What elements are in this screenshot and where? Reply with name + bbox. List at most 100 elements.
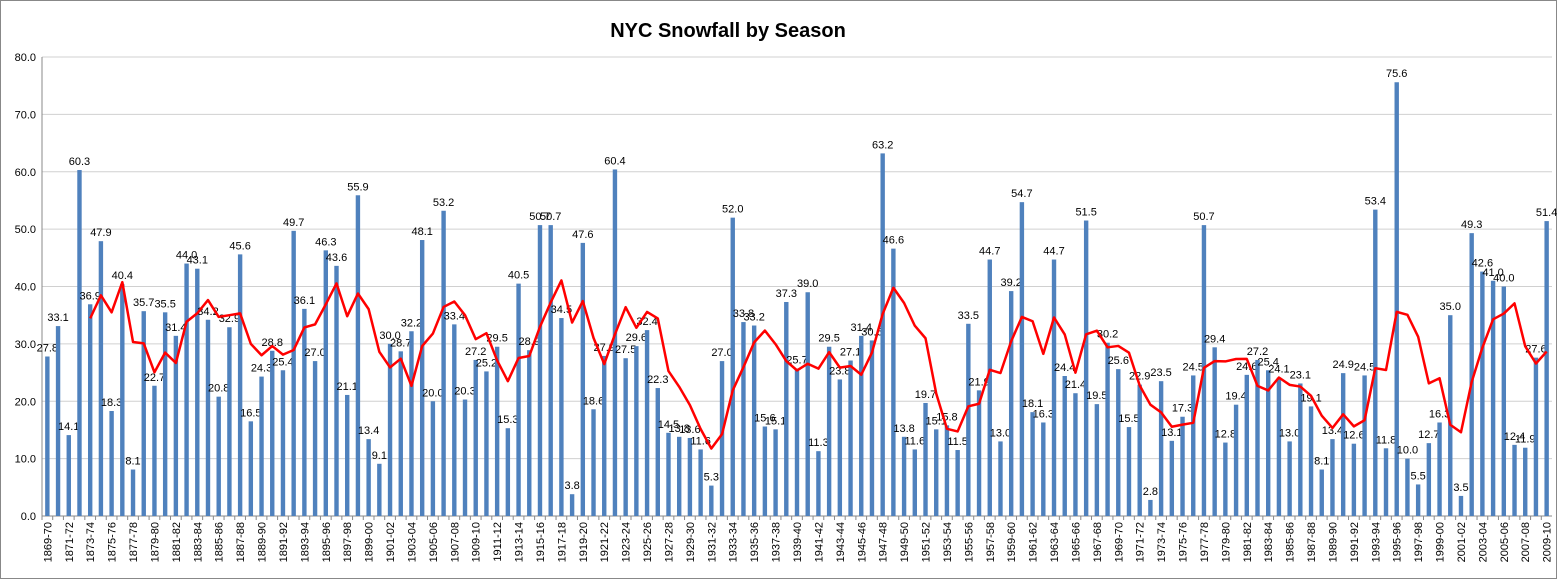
x-tick-label: 1951-52 [921,522,933,562]
data-label: 12.6 [1343,430,1364,442]
data-label: 12.4 [1504,431,1525,443]
bar [1308,406,1314,516]
data-label: 40.5 [508,270,529,282]
data-label: 9.1 [372,450,387,462]
bar [644,330,650,516]
x-tick-label: 1893-94 [299,522,311,562]
bar [1394,82,1399,517]
x-tick-label: 1929-30 [685,522,697,562]
data-label: 30.0 [379,330,400,342]
data-label: 2.8 [1143,486,1158,498]
x-tick-label: 1879-80 [149,522,161,562]
data-label: 15.1 [926,415,947,427]
data-label: 20.0 [422,387,443,399]
data-label: 13.1 [1161,427,1182,439]
data-label: 11.9 [1515,434,1536,446]
bar [1105,342,1110,516]
x-tick-label: 2001-02 [1456,522,1468,562]
bar [312,361,318,516]
data-label: 25.4 [1257,356,1278,368]
bar [676,436,682,516]
data-label: 55.9 [347,181,368,193]
bar [1287,441,1292,516]
x-tick-label: 1987-88 [1306,522,1318,562]
bar [1426,443,1432,516]
bar [291,230,296,516]
bar [1340,373,1346,516]
data-label: 33.5 [958,310,979,322]
bar [355,195,361,516]
bar [1523,447,1528,516]
data-label: 46.6 [883,235,904,247]
data-label: 43.6 [326,252,347,264]
x-tick-label: 1967-68 [1092,522,1104,562]
bar [66,435,71,516]
bar [666,432,671,516]
data-label: 28.8 [262,337,283,349]
data-label: 60.3 [69,156,90,168]
data-label: 47.6 [572,229,593,241]
bar [901,436,907,516]
data-label: 50.7 [540,211,561,223]
data-label: 17.3 [1172,403,1193,415]
x-tick-label: 1999-00 [1435,522,1447,562]
data-label: 14.1 [58,421,79,433]
x-tick-label: 1899-00 [364,522,376,562]
data-label: 34.5 [551,304,572,316]
bar [366,439,371,516]
bar [1298,383,1303,516]
data-label: 29.5 [486,333,507,345]
bar [430,401,436,516]
bar [826,346,832,516]
bar [441,210,446,516]
x-tick-label: 1945-46 [856,522,868,562]
bar [270,350,275,516]
x-tick-label: 1953-54 [942,522,954,562]
bar [527,350,532,516]
bar [1469,233,1474,517]
bar [152,385,157,516]
bar [784,301,789,516]
data-label: 49.7 [283,217,304,229]
data-label: 42.6 [1472,258,1493,270]
bar [1533,357,1539,516]
bar [184,263,189,516]
bar [1019,202,1025,516]
data-label: 35.0 [1440,301,1461,313]
data-label: 23.1 [1290,369,1311,381]
bar [634,346,639,516]
data-label: 19.5 [1086,390,1107,402]
x-tick-label: 1871-72 [64,522,76,562]
bar [1030,412,1035,516]
data-label: 15.3 [497,414,518,426]
data-label: 45.6 [229,240,250,252]
bar [719,361,725,516]
x-tick-label: 1937-38 [771,522,783,562]
x-tick-label: 1883-84 [192,522,204,562]
bar [891,248,896,516]
bar [1351,443,1357,516]
x-tick-label: 1927-28 [663,522,675,562]
data-label: 12.7 [1418,429,1439,441]
data-label: 29.6 [626,332,647,344]
x-tick-label: 1993-94 [1370,522,1382,562]
bar [944,425,950,516]
bar [473,359,478,516]
data-label: 36.1 [294,295,315,307]
data-label: 27.2 [465,346,486,358]
data-label: 23.8 [829,365,850,377]
bar [698,449,703,516]
y-tick-label: 70.0 [15,109,36,121]
data-label: 24.9 [1332,359,1353,371]
bar [227,327,232,516]
x-tick-label: 2009-10 [1542,522,1554,562]
x-tick-label: 1877-78 [128,522,140,562]
data-label: 40.4 [112,270,133,282]
bar [1330,439,1335,516]
x-tick-label: 1961-62 [1028,522,1040,562]
bar [280,370,286,516]
y-tick-label: 40.0 [15,282,36,294]
data-label: 40.0 [1493,273,1514,285]
bar [709,485,714,516]
bar [109,411,114,516]
